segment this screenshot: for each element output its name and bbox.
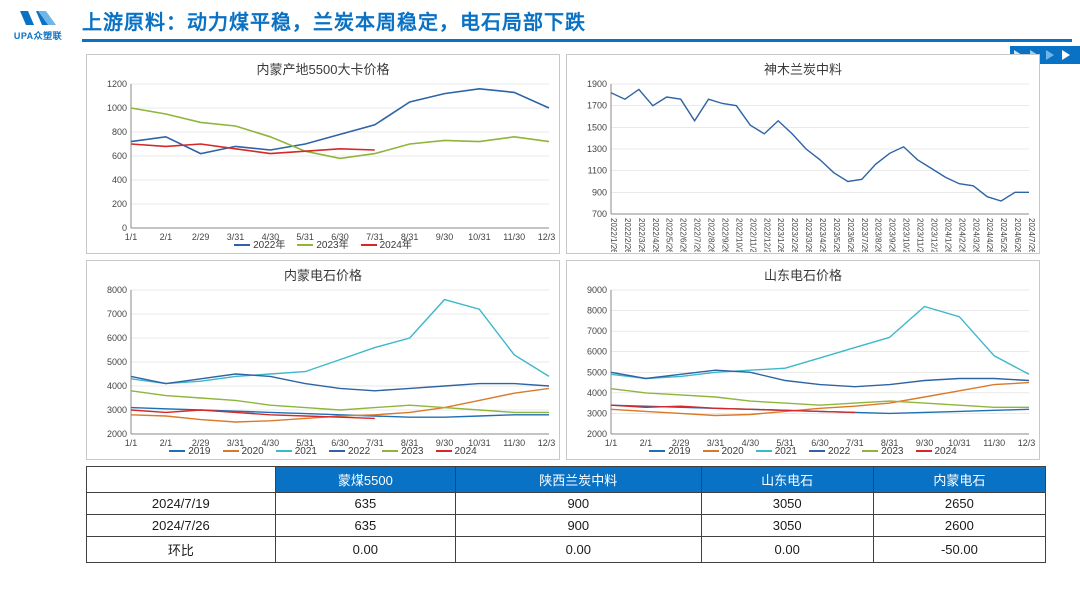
table-cell: 0.00 bbox=[701, 537, 873, 563]
chart-title: 内蒙产地5500大卡价格 bbox=[93, 59, 553, 78]
table-cell: -50.00 bbox=[873, 537, 1045, 563]
table-cell: 900 bbox=[456, 515, 702, 537]
svg-text:2022/4/26: 2022/4/26 bbox=[651, 218, 660, 252]
table-cell: 2024/7/19 bbox=[87, 493, 276, 515]
svg-text:4000: 4000 bbox=[107, 381, 127, 391]
table-cell: 2024/7/26 bbox=[87, 515, 276, 537]
svg-text:3000: 3000 bbox=[107, 405, 127, 415]
chart-carbide-shandong: 山东电石价格200030004000500060007000800090001/… bbox=[566, 260, 1040, 460]
svg-text:600: 600 bbox=[112, 151, 127, 161]
page-title: 上游原料：动力煤平稳，兰炭本周稳定，电石局部下跌 bbox=[82, 6, 1072, 42]
table-cell: 3050 bbox=[701, 515, 873, 537]
table-cell: 635 bbox=[275, 515, 455, 537]
svg-text:2022/8/26: 2022/8/26 bbox=[707, 218, 716, 252]
table-header-cell: 山东电石 bbox=[701, 467, 873, 493]
chart-carbide-neimeng: 内蒙电石价格20003000400050006000700080001/12/1… bbox=[86, 260, 560, 460]
table-cell: 635 bbox=[275, 493, 455, 515]
svg-text:2023/7/26: 2023/7/26 bbox=[860, 218, 869, 252]
svg-text:8000: 8000 bbox=[107, 286, 127, 295]
svg-text:7000: 7000 bbox=[107, 309, 127, 319]
chart-legend: 201920202021202220232024 bbox=[87, 447, 559, 457]
svg-text:8000: 8000 bbox=[587, 306, 607, 316]
price-table: 蒙煤5500陕西兰炭中料山东电石内蒙电石 2024/7/196359003050… bbox=[86, 466, 1046, 563]
svg-text:400: 400 bbox=[112, 175, 127, 185]
table-cell: 0.00 bbox=[456, 537, 702, 563]
table-cell: 环比 bbox=[87, 537, 276, 563]
table-row: 环比0.000.000.00-50.00 bbox=[87, 537, 1046, 563]
table-header-cell: 蒙煤5500 bbox=[275, 467, 455, 493]
svg-text:6000: 6000 bbox=[587, 347, 607, 357]
table-row: 2024/7/2663590030502600 bbox=[87, 515, 1046, 537]
svg-text:2024/5/26: 2024/5/26 bbox=[999, 218, 1008, 252]
svg-text:1200: 1200 bbox=[107, 80, 127, 89]
svg-text:2022/9/26: 2022/9/26 bbox=[720, 218, 729, 252]
svg-text:2023/11/26: 2023/11/26 bbox=[916, 218, 925, 252]
svg-text:2022/10/26: 2022/10/26 bbox=[734, 218, 743, 252]
table-header-cell bbox=[87, 467, 276, 493]
table-cell: 0.00 bbox=[275, 537, 455, 563]
chart-title: 山东电石价格 bbox=[573, 265, 1033, 284]
table-cell: 2600 bbox=[873, 515, 1045, 537]
table-cell: 900 bbox=[456, 493, 702, 515]
svg-text:2023/10/26: 2023/10/26 bbox=[902, 218, 911, 252]
table-header-cell: 陕西兰炭中料 bbox=[456, 467, 702, 493]
svg-text:1700: 1700 bbox=[587, 101, 607, 111]
svg-text:7000: 7000 bbox=[587, 326, 607, 336]
svg-text:900: 900 bbox=[592, 187, 607, 197]
brand-logo: UPA众塑联 bbox=[8, 6, 68, 42]
svg-text:2022/5/26: 2022/5/26 bbox=[665, 218, 674, 252]
svg-text:2024/4/26: 2024/4/26 bbox=[985, 218, 994, 252]
table-cell: 2650 bbox=[873, 493, 1045, 515]
brand-logo-text: UPA众塑联 bbox=[14, 29, 62, 42]
svg-text:2022/2/26: 2022/2/26 bbox=[623, 218, 632, 252]
svg-text:2024/1/26: 2024/1/26 bbox=[943, 218, 952, 252]
svg-text:2023/3/26: 2023/3/26 bbox=[804, 218, 813, 252]
svg-text:700: 700 bbox=[592, 209, 607, 219]
charts-grid: 内蒙产地5500大卡价格0200400600800100012001/12/12… bbox=[0, 48, 1080, 460]
svg-text:2024/6/26: 2024/6/26 bbox=[1013, 218, 1022, 252]
svg-text:9000: 9000 bbox=[587, 286, 607, 295]
svg-text:2022/3/26: 2022/3/26 bbox=[637, 218, 646, 252]
svg-text:2023/4/26: 2023/4/26 bbox=[818, 218, 827, 252]
svg-text:1500: 1500 bbox=[587, 122, 607, 132]
svg-text:6000: 6000 bbox=[107, 333, 127, 343]
svg-text:2023/2/26: 2023/2/26 bbox=[790, 218, 799, 252]
svg-text:2022/1/26: 2022/1/26 bbox=[609, 218, 618, 252]
svg-text:2022/11/26: 2022/11/26 bbox=[748, 218, 757, 252]
svg-text:2022/6/26: 2022/6/26 bbox=[679, 218, 688, 252]
svg-text:2024/7/26: 2024/7/26 bbox=[1027, 218, 1035, 252]
chart-title: 内蒙电石价格 bbox=[93, 265, 553, 284]
svg-text:2023/6/26: 2023/6/26 bbox=[846, 218, 855, 252]
svg-text:2023/1/26: 2023/1/26 bbox=[776, 218, 785, 252]
svg-text:1300: 1300 bbox=[587, 144, 607, 154]
chart-legend: 201920202021202220232024 bbox=[567, 447, 1039, 457]
svg-text:3000: 3000 bbox=[587, 408, 607, 418]
svg-text:2023/8/26: 2023/8/26 bbox=[874, 218, 883, 252]
svg-text:2024/2/26: 2024/2/26 bbox=[957, 218, 966, 252]
svg-text:2023/9/26: 2023/9/26 bbox=[888, 218, 897, 252]
chart-legend: 2022年2023年2024年 bbox=[87, 241, 559, 251]
table-row: 2024/7/1963590030502650 bbox=[87, 493, 1046, 515]
chart-coal-5500: 内蒙产地5500大卡价格0200400600800100012001/12/12… bbox=[86, 54, 560, 254]
svg-text:2022/12/26: 2022/12/26 bbox=[762, 218, 771, 252]
svg-text:1900: 1900 bbox=[587, 80, 607, 89]
svg-text:200: 200 bbox=[112, 199, 127, 209]
svg-text:800: 800 bbox=[112, 127, 127, 137]
table-cell: 3050 bbox=[701, 493, 873, 515]
svg-text:5000: 5000 bbox=[107, 357, 127, 367]
table-header-cell: 内蒙电石 bbox=[873, 467, 1045, 493]
chart-lantan: 神木兰炭中料 700 900 1100 1300 1500 1700 1900 2022/1/2… bbox=[566, 54, 1040, 254]
svg-text:1000: 1000 bbox=[107, 103, 127, 113]
svg-text:2023/12/26: 2023/12/26 bbox=[929, 218, 938, 252]
svg-text:1100: 1100 bbox=[588, 166, 607, 176]
svg-text:2022/7/26: 2022/7/26 bbox=[693, 218, 702, 252]
svg-text:2023/5/26: 2023/5/26 bbox=[832, 218, 841, 252]
svg-text:5000: 5000 bbox=[587, 367, 607, 377]
chart-title: 神木兰炭中料 bbox=[573, 59, 1033, 78]
svg-text:4000: 4000 bbox=[587, 388, 607, 398]
svg-text:2024/3/26: 2024/3/26 bbox=[971, 218, 980, 252]
